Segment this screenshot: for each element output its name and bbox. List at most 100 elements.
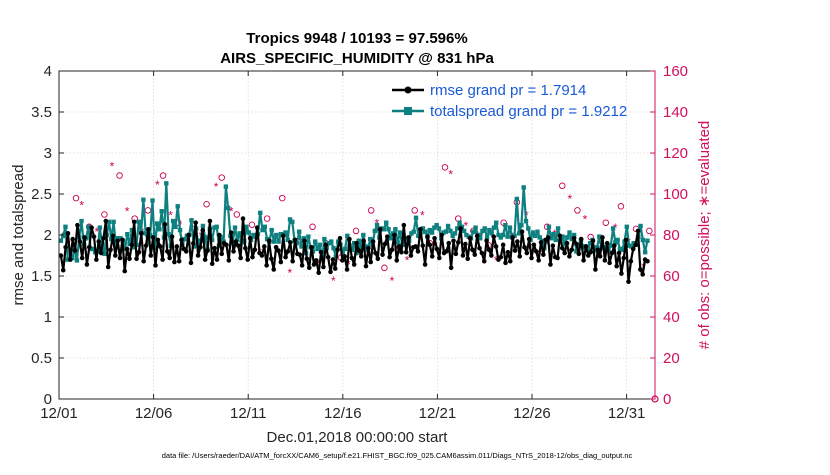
rmse-point [555,255,560,261]
rmse-point [472,252,478,257]
totalspread-point [503,222,508,228]
obs-possible-point [367,207,375,214]
rmse-point [63,245,68,250]
rmse-point [58,253,64,258]
rmse-point [155,237,161,243]
rmse-point [392,232,397,238]
rmse-point [498,254,504,260]
rmse-point [139,231,144,236]
rmse-point [614,263,619,269]
totalspread-point [569,236,575,242]
rmse-point [481,258,487,264]
totalspread-point [150,198,155,203]
rmse-point [458,226,463,231]
totalspread-point [505,234,510,239]
rmse-point [340,258,345,263]
obs-evaluated-point: * [448,168,453,182]
rmse-point [266,238,272,244]
rmse-point [515,239,520,244]
totalspread-point [496,232,501,238]
totalspread-point [642,250,648,255]
totalspread-point [638,223,643,229]
rmse-point [484,238,489,244]
rmse-point [141,258,146,264]
x-axis-label: Dec.01,2018 00:00:00 start [267,429,449,446]
totalspread-point [274,232,279,238]
rmse-point [110,233,116,239]
rmse-point [79,255,85,261]
rmse-point [309,245,314,250]
rmse-point [366,245,371,251]
rmse-point [621,255,627,261]
y2-tick-label: 0 [663,391,671,408]
rmse-point [325,254,331,260]
totalspread-point [200,223,206,229]
y-tick-label: 1.5 [31,268,52,285]
totalspread-point [79,218,84,224]
rmse-point [202,257,208,262]
obs-evaluated-point: * [346,258,351,272]
rmse-point [507,258,513,264]
rmse-point [96,239,102,244]
totalspread-point [203,235,208,240]
rmse-point [332,266,338,271]
totalspread-point [166,231,171,237]
totalspread-point [427,227,432,233]
rmse-point [342,254,348,259]
y2-tick-label: 120 [663,145,688,162]
totalspread-point [251,232,256,238]
rmse-point [612,243,617,248]
rmse-point [586,253,591,258]
rmse-point [264,263,269,268]
totalspread-point [175,204,180,209]
totalspread-point [381,227,387,232]
totalspread-point [553,237,558,243]
rmse-point [491,234,497,239]
totalspread-point [223,184,229,189]
totalspread-point [374,222,380,228]
totalspread-point [301,236,306,241]
totalspread-point [269,227,274,233]
rmse-point [418,226,423,232]
totalspread-point [262,224,268,229]
legend-spread-label: totalspread grand pr = 1.9212 [430,103,627,120]
rmse-point [172,259,177,265]
totalspread-point [432,225,437,230]
totalspread-point [264,236,270,242]
rmse-point [228,230,234,235]
rmse-point [120,237,125,243]
totalspread-point [285,237,290,243]
rmse-point [224,242,229,248]
x-tick-label: 12/06 [135,405,173,422]
obs-possible-point [203,200,210,208]
rmse-point [432,235,437,241]
y2-tick-label: 80 [663,227,680,244]
totalspread-point [448,228,453,234]
totalspread-point [615,237,620,243]
rmse-point [382,241,388,247]
rmse-point [557,233,563,239]
rmse-point [569,247,575,253]
rmse-point [290,258,295,264]
rmse-point [183,249,189,254]
rmse-point [174,244,180,249]
rmse-point [645,258,650,264]
totalspread-point [143,231,148,236]
totalspread-point [631,241,636,246]
obs-possible-point [263,215,271,222]
totalspread-point [420,226,426,231]
data-file-footnote: data file: /Users/raeder/DAI/ATM_forcXX/… [162,451,633,460]
rmse-point [562,250,567,256]
totalspread-point [287,217,293,222]
rmse-point [328,269,333,275]
rmse-point [347,236,352,242]
totalspread-point [145,240,151,245]
totalspread-point [111,219,116,225]
rmse-point [574,241,579,247]
x-tick-label: 12/11 [230,405,266,422]
obs-evaluated-point: * [583,213,588,227]
totalspread-point [629,244,634,249]
totalspread-point [225,205,231,211]
totalspread-point [484,235,490,240]
rmse-point [505,249,511,255]
